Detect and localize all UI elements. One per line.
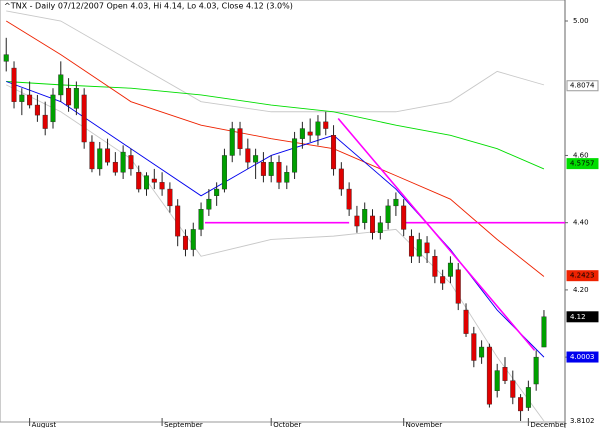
value-box [566,311,599,323]
candle-body [408,235,414,257]
y-tick-label: 4.40 [573,219,589,227]
candle-body [268,161,274,176]
candle-body [144,175,150,190]
candle-body [432,256,438,277]
candle-body [3,54,9,62]
candle-body [338,168,344,190]
candle-body [89,141,95,170]
candle-body [354,215,360,227]
candle-body [479,346,485,358]
candle-body [315,121,321,136]
candle-body [393,198,399,207]
value-label: 4.5757 [570,160,595,168]
trendline [337,117,536,351]
value-label: 4.2423 [570,272,595,280]
candle-body [346,188,352,210]
candle-body [331,135,337,170]
low-label: 3.8102 [570,417,595,425]
chart-title: ^TNX - Daily 07/12/2007 Open 4.03, Hi 4.… [4,2,293,11]
candle-body [136,172,142,190]
candle-body [533,356,539,385]
candle-body [370,215,376,233]
candle-body [198,209,204,230]
y-tick-label: 4.60 [573,151,589,159]
indicator-line [6,84,545,422]
candle-body [440,276,446,284]
candle-body [455,269,461,304]
candle-body [237,128,243,149]
value-box [566,270,599,282]
candle-body [73,88,79,109]
x-tick-label: December [530,421,566,428]
candle-body [105,148,111,163]
candle-body [221,155,227,190]
candle-body [502,367,508,381]
candle-body [159,182,165,190]
candle-body [385,205,391,223]
candle-body [362,209,368,223]
value-label: 4.12 [570,313,586,321]
candle-body [175,205,181,237]
value-box [566,80,599,92]
candle-body [151,178,157,183]
candle-body [494,370,500,391]
candle-body [447,262,453,277]
value-box [566,351,599,363]
candle-body [276,161,282,183]
value-box [566,158,599,170]
candle-body [97,148,103,170]
candle-body [27,94,33,106]
candle-body [81,94,87,143]
candle-body [510,380,516,398]
candle-body [486,346,492,405]
candle-body [424,242,430,254]
candle-body [245,148,251,163]
candle-body [50,94,56,123]
candle-body [253,155,259,163]
candle-body [19,94,25,102]
candle-body [206,198,212,210]
candle-body [463,309,469,334]
candle-body [42,114,48,129]
x-tick-label: November [406,421,443,428]
candle-body [34,104,40,116]
candle-body [307,131,313,136]
x-tick-label: October [273,421,301,428]
candle-body [416,239,422,257]
candle-body [66,88,72,106]
candle-body [190,229,196,250]
candle-body [471,333,477,361]
candle-body [401,205,407,230]
candle-body [120,151,126,173]
candle-body [299,128,305,139]
candle-body [58,74,64,96]
candle-body [377,222,383,233]
candle-body [229,128,235,156]
value-label: 4.0003 [570,353,595,361]
candle-body [292,138,298,173]
indicator-line [6,10,545,113]
candle-body [112,161,118,173]
x-tick-label: August [32,421,57,428]
candle-body [284,172,290,183]
candle-body [214,188,220,196]
candle-body [518,397,524,412]
candle-body [525,387,531,408]
candle-body [323,121,329,129]
indicator-line [6,81,545,170]
candle-body [11,67,17,102]
candle-body [128,155,134,170]
y-tick-label: 4.20 [573,286,589,294]
candle-body [182,235,188,250]
candle-body [167,188,173,207]
value-label: 4.8074 [570,82,595,90]
candle-body [541,316,547,348]
y-tick-label: 5.00 [573,17,589,25]
x-tick-label: September [164,421,203,428]
candle-body [260,161,266,176]
plot-area [0,0,566,423]
